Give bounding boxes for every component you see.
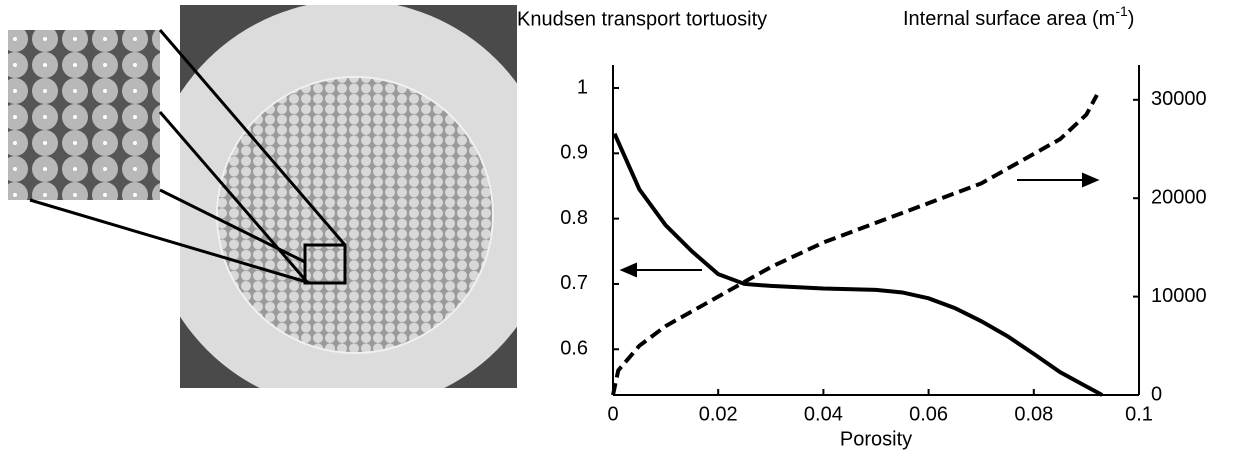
zoom-lines — [29, 29, 347, 285]
y2-tick-label: 0 — [1151, 383, 1162, 405]
y2-axis-title-main: Internal surface area (m — [903, 8, 1115, 30]
micrograph — [180, 5, 517, 388]
y-tick-label: 0.7 — [560, 272, 588, 294]
x-tick-label: 0.08 — [1014, 403, 1053, 425]
inset — [8, 30, 160, 200]
y-tick-label: 0.6 — [560, 338, 588, 360]
x-tick-label: 0 — [607, 403, 618, 425]
y-tick-label: 0.9 — [560, 142, 588, 164]
surface-area-line — [611, 93, 1099, 396]
x-tick-label: 0.1 — [1125, 403, 1153, 425]
x-tick-label: 0.04 — [804, 403, 843, 425]
y-tick-label: 1 — [577, 76, 588, 98]
plot: 0 0.02 0.04 0.06 0.08 0.1 0.6 0.7 0.8 0.9 1 0 10000 2… — [560, 65, 1207, 425]
y-tick-label: 0.8 — [560, 207, 588, 229]
y2-tick-label: 10000 — [1151, 285, 1207, 307]
arrows — [619, 172, 1100, 278]
y2-axis-title: Internal surface area (m-1) — [903, 3, 1134, 31]
x-tick-label: 0.02 — [699, 403, 738, 425]
y2-axis-title-sup: -1 — [1115, 3, 1128, 19]
y2-tick-label: 30000 — [1151, 88, 1207, 110]
y2-axis-title-end: ) — [1128, 8, 1135, 30]
x-axis-title: Porosity — [840, 428, 912, 450]
y2-tick-label: 20000 — [1151, 186, 1207, 208]
y-axis-title: Knudsen transport tortuosity — [517, 8, 767, 30]
tortuosity-line — [612, 132, 1104, 397]
x-tick-label: 0.06 — [909, 403, 948, 425]
